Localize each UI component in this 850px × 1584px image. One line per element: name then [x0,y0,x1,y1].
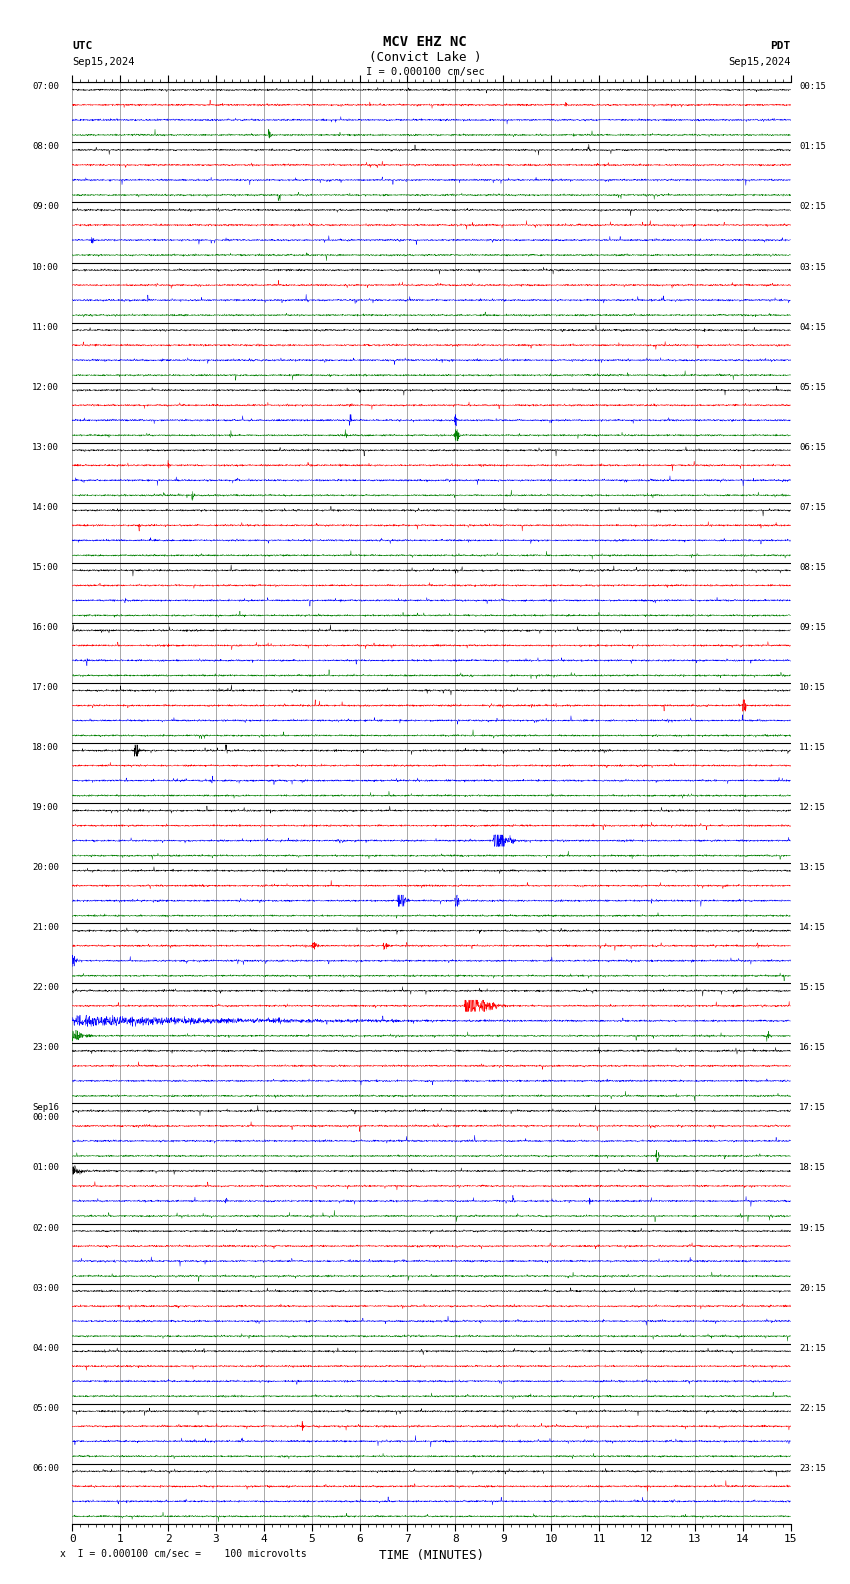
Text: 10:00: 10:00 [32,263,59,271]
Text: 12:00: 12:00 [32,383,59,391]
Text: Sep16
00:00: Sep16 00:00 [32,1104,59,1121]
Text: 23:00: 23:00 [32,1044,59,1052]
Text: 00:15: 00:15 [799,82,826,92]
Text: 01:00: 01:00 [32,1163,59,1172]
Text: 02:15: 02:15 [799,203,826,212]
Text: I = 0.000100 cm/sec: I = 0.000100 cm/sec [366,67,484,76]
Text: 20:00: 20:00 [32,863,59,873]
Text: 04:15: 04:15 [799,323,826,331]
Text: 21:00: 21:00 [32,923,59,933]
X-axis label: TIME (MINUTES): TIME (MINUTES) [379,1549,484,1562]
Text: 03:15: 03:15 [799,263,826,271]
Text: 02:00: 02:00 [32,1223,59,1232]
Text: PDT: PDT [770,41,790,51]
Text: 16:00: 16:00 [32,623,59,632]
Text: 18:00: 18:00 [32,743,59,752]
Text: 18:15: 18:15 [799,1163,826,1172]
Text: 19:00: 19:00 [32,803,59,813]
Text: 07:15: 07:15 [799,502,826,512]
Text: 13:15: 13:15 [799,863,826,873]
Text: 12:15: 12:15 [799,803,826,813]
Text: 06:15: 06:15 [799,444,826,451]
Text: 04:00: 04:00 [32,1343,59,1353]
Text: 15:00: 15:00 [32,562,59,572]
Text: x  I = 0.000100 cm/sec =    100 microvolts: x I = 0.000100 cm/sec = 100 microvolts [60,1549,306,1559]
Text: 09:15: 09:15 [799,623,826,632]
Text: 21:15: 21:15 [799,1343,826,1353]
Text: 14:00: 14:00 [32,502,59,512]
Text: 17:15: 17:15 [799,1104,826,1112]
Text: UTC: UTC [72,41,93,51]
Text: 20:15: 20:15 [799,1283,826,1293]
Text: (Convict Lake ): (Convict Lake ) [369,51,481,63]
Text: 10:15: 10:15 [799,683,826,692]
Text: 07:00: 07:00 [32,82,59,92]
Text: 19:15: 19:15 [799,1223,826,1232]
Text: 15:15: 15:15 [799,984,826,992]
Text: 11:15: 11:15 [799,743,826,752]
Text: 01:15: 01:15 [799,143,826,152]
Text: 06:00: 06:00 [32,1464,59,1473]
Text: 23:15: 23:15 [799,1464,826,1473]
Text: 08:15: 08:15 [799,562,826,572]
Text: 05:15: 05:15 [799,383,826,391]
Text: 17:00: 17:00 [32,683,59,692]
Text: Sep15,2024: Sep15,2024 [728,57,791,67]
Text: 14:15: 14:15 [799,923,826,933]
Text: MCV EHZ NC: MCV EHZ NC [383,35,467,49]
Text: 03:00: 03:00 [32,1283,59,1293]
Text: 11:00: 11:00 [32,323,59,331]
Text: 13:00: 13:00 [32,444,59,451]
Text: 16:15: 16:15 [799,1044,826,1052]
Text: 22:15: 22:15 [799,1403,826,1413]
Text: 08:00: 08:00 [32,143,59,152]
Text: 22:00: 22:00 [32,984,59,992]
Text: Sep15,2024: Sep15,2024 [72,57,135,67]
Text: 09:00: 09:00 [32,203,59,212]
Text: 05:00: 05:00 [32,1403,59,1413]
